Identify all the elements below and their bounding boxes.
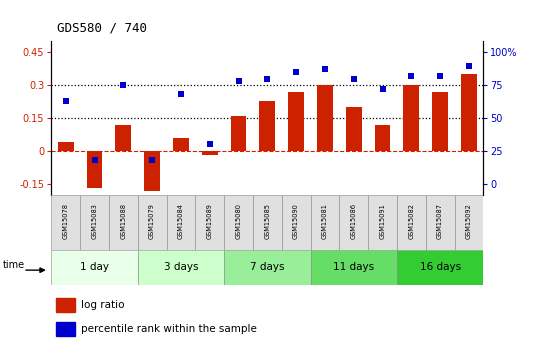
Bar [310, 250, 397, 285]
Text: GSM15081: GSM15081 [322, 204, 328, 239]
Text: GSM15088: GSM15088 [120, 204, 126, 239]
Bar [116, 125, 131, 151]
Bar [455, 195, 483, 250]
Bar [259, 101, 275, 151]
Bar [339, 195, 368, 250]
Bar [397, 250, 483, 285]
Text: GSM15082: GSM15082 [408, 204, 414, 239]
Bar [51, 195, 80, 250]
Bar [403, 85, 419, 151]
Text: 16 days: 16 days [420, 263, 461, 272]
Text: GDS580 / 740: GDS580 / 740 [57, 21, 147, 34]
Bar [58, 142, 73, 151]
Text: GSM15078: GSM15078 [63, 204, 69, 239]
Text: time: time [3, 260, 25, 269]
Bar [288, 92, 304, 151]
Text: GSM15090: GSM15090 [293, 204, 299, 239]
Bar [195, 195, 224, 250]
Text: GSM15092: GSM15092 [466, 204, 472, 239]
Text: GSM15089: GSM15089 [207, 204, 213, 239]
Bar [80, 195, 109, 250]
Text: GSM15080: GSM15080 [235, 204, 241, 239]
Text: GSM15091: GSM15091 [380, 204, 386, 239]
Text: GSM15086: GSM15086 [350, 204, 357, 239]
Text: 11 days: 11 days [333, 263, 374, 272]
Bar [202, 151, 218, 156]
Bar [56, 322, 75, 336]
Text: GSM15079: GSM15079 [149, 204, 155, 239]
Bar [426, 195, 455, 250]
Text: 1 day: 1 day [80, 263, 109, 272]
Bar [144, 151, 160, 190]
Bar [86, 151, 103, 188]
Bar [231, 116, 246, 151]
Text: log ratio: log ratio [81, 299, 125, 309]
Text: GSM15085: GSM15085 [264, 204, 271, 239]
Bar [346, 107, 362, 151]
Text: percentile rank within the sample: percentile rank within the sample [81, 324, 257, 334]
Bar [310, 195, 339, 250]
Bar [224, 250, 310, 285]
Text: 3 days: 3 days [164, 263, 198, 272]
Bar [375, 125, 390, 151]
Bar [253, 195, 282, 250]
Bar [397, 195, 426, 250]
Bar [317, 85, 333, 151]
Bar [432, 92, 448, 151]
Bar [166, 195, 195, 250]
Text: GSM15083: GSM15083 [91, 204, 98, 239]
Bar [56, 297, 75, 312]
Bar [173, 138, 189, 151]
Text: 7 days: 7 days [250, 263, 285, 272]
Bar [224, 195, 253, 250]
Bar [51, 250, 138, 285]
Bar [282, 195, 310, 250]
Text: GSM15084: GSM15084 [178, 204, 184, 239]
Bar [368, 195, 397, 250]
Bar [109, 195, 138, 250]
Bar [138, 195, 166, 250]
Bar [461, 74, 477, 151]
Text: GSM15087: GSM15087 [437, 204, 443, 239]
Bar [138, 250, 224, 285]
